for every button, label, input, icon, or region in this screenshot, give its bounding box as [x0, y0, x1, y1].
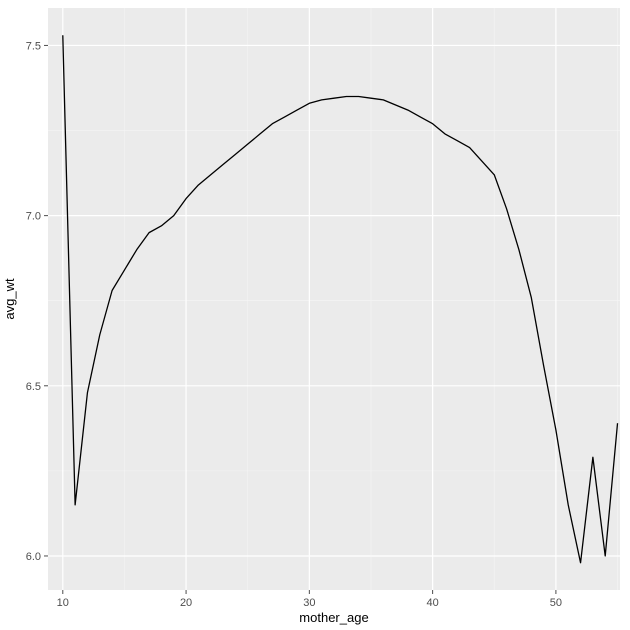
x-tick-label: 10 [57, 597, 69, 609]
y-tick-label: 7.5 [26, 40, 41, 52]
x-axis-title: mother_age [299, 610, 368, 625]
y-tick-label: 6.5 [26, 381, 41, 393]
line-chart: 10 20 30 40 50 6.0 6.5 7.0 7.5 mother_age avg_wt [0, 0, 630, 630]
chart-container: 10 20 30 40 50 6.0 6.5 7.0 7.5 mother_age avg_wt [0, 0, 630, 630]
x-tick-label: 50 [550, 597, 562, 609]
x-tick-label: 40 [426, 597, 438, 609]
y-tick-label: 6.0 [26, 551, 41, 563]
plot-panel [48, 8, 620, 590]
x-tick-label: 30 [303, 597, 315, 609]
y-tick-label: 7.0 [26, 211, 41, 223]
y-axis-title: avg_wt [2, 278, 17, 320]
x-tick-label: 20 [180, 597, 192, 609]
